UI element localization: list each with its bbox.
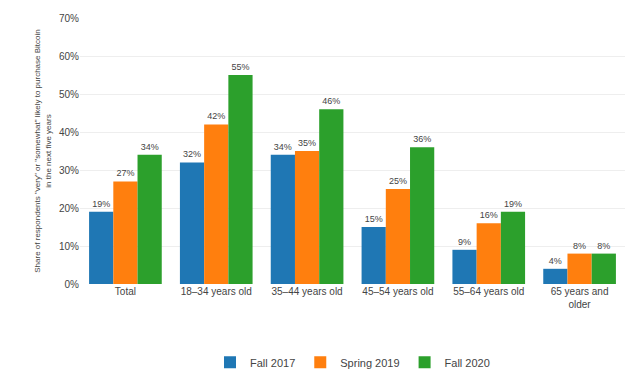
svg-text:55–64 years old: 55–64 years old	[453, 286, 524, 297]
svg-text:27%: 27%	[116, 168, 134, 178]
svg-text:32%: 32%	[183, 149, 201, 159]
svg-text:46%: 46%	[322, 96, 340, 106]
svg-text:50%: 50%	[59, 89, 79, 100]
svg-text:45–54 years old: 45–54 years old	[362, 286, 433, 297]
svg-text:0%: 0%	[65, 279, 80, 290]
svg-text:35–44 years old: 35–44 years old	[271, 286, 342, 297]
svg-text:55%: 55%	[231, 62, 249, 72]
svg-text:34%: 34%	[141, 142, 159, 152]
svg-text:30%: 30%	[59, 165, 79, 176]
svg-text:4%: 4%	[549, 256, 562, 266]
svg-text:20%: 20%	[59, 203, 79, 214]
svg-text:34%: 34%	[274, 142, 292, 152]
svg-text:70%: 70%	[59, 13, 79, 24]
svg-text:42%: 42%	[207, 111, 225, 121]
svg-text:19%: 19%	[92, 199, 110, 209]
svg-text:40%: 40%	[59, 127, 79, 138]
svg-text:25%: 25%	[389, 176, 407, 186]
svg-text:Fall 2017: Fall 2017	[250, 357, 295, 369]
svg-text:8%: 8%	[573, 241, 586, 251]
svg-text:Spring 2019: Spring 2019	[340, 357, 399, 369]
svg-text:Total: Total	[115, 286, 136, 297]
svg-text:10%: 10%	[59, 241, 79, 252]
svg-text:Fall 2020: Fall 2020	[445, 357, 490, 369]
svg-text:8%: 8%	[597, 241, 610, 251]
svg-text:35%: 35%	[298, 138, 316, 148]
svg-text:9%: 9%	[458, 237, 471, 247]
svg-text:Share of respondents "very" or: Share of respondents "very" or "somewhat…	[33, 29, 52, 272]
svg-text:65 years andolder: 65 years andolder	[551, 286, 609, 310]
svg-text:19%: 19%	[504, 199, 522, 209]
svg-text:36%: 36%	[413, 134, 431, 144]
svg-text:15%: 15%	[365, 214, 383, 224]
svg-text:18–34 years old: 18–34 years old	[181, 286, 252, 297]
svg-text:16%: 16%	[480, 210, 498, 220]
svg-text:60%: 60%	[59, 51, 79, 62]
